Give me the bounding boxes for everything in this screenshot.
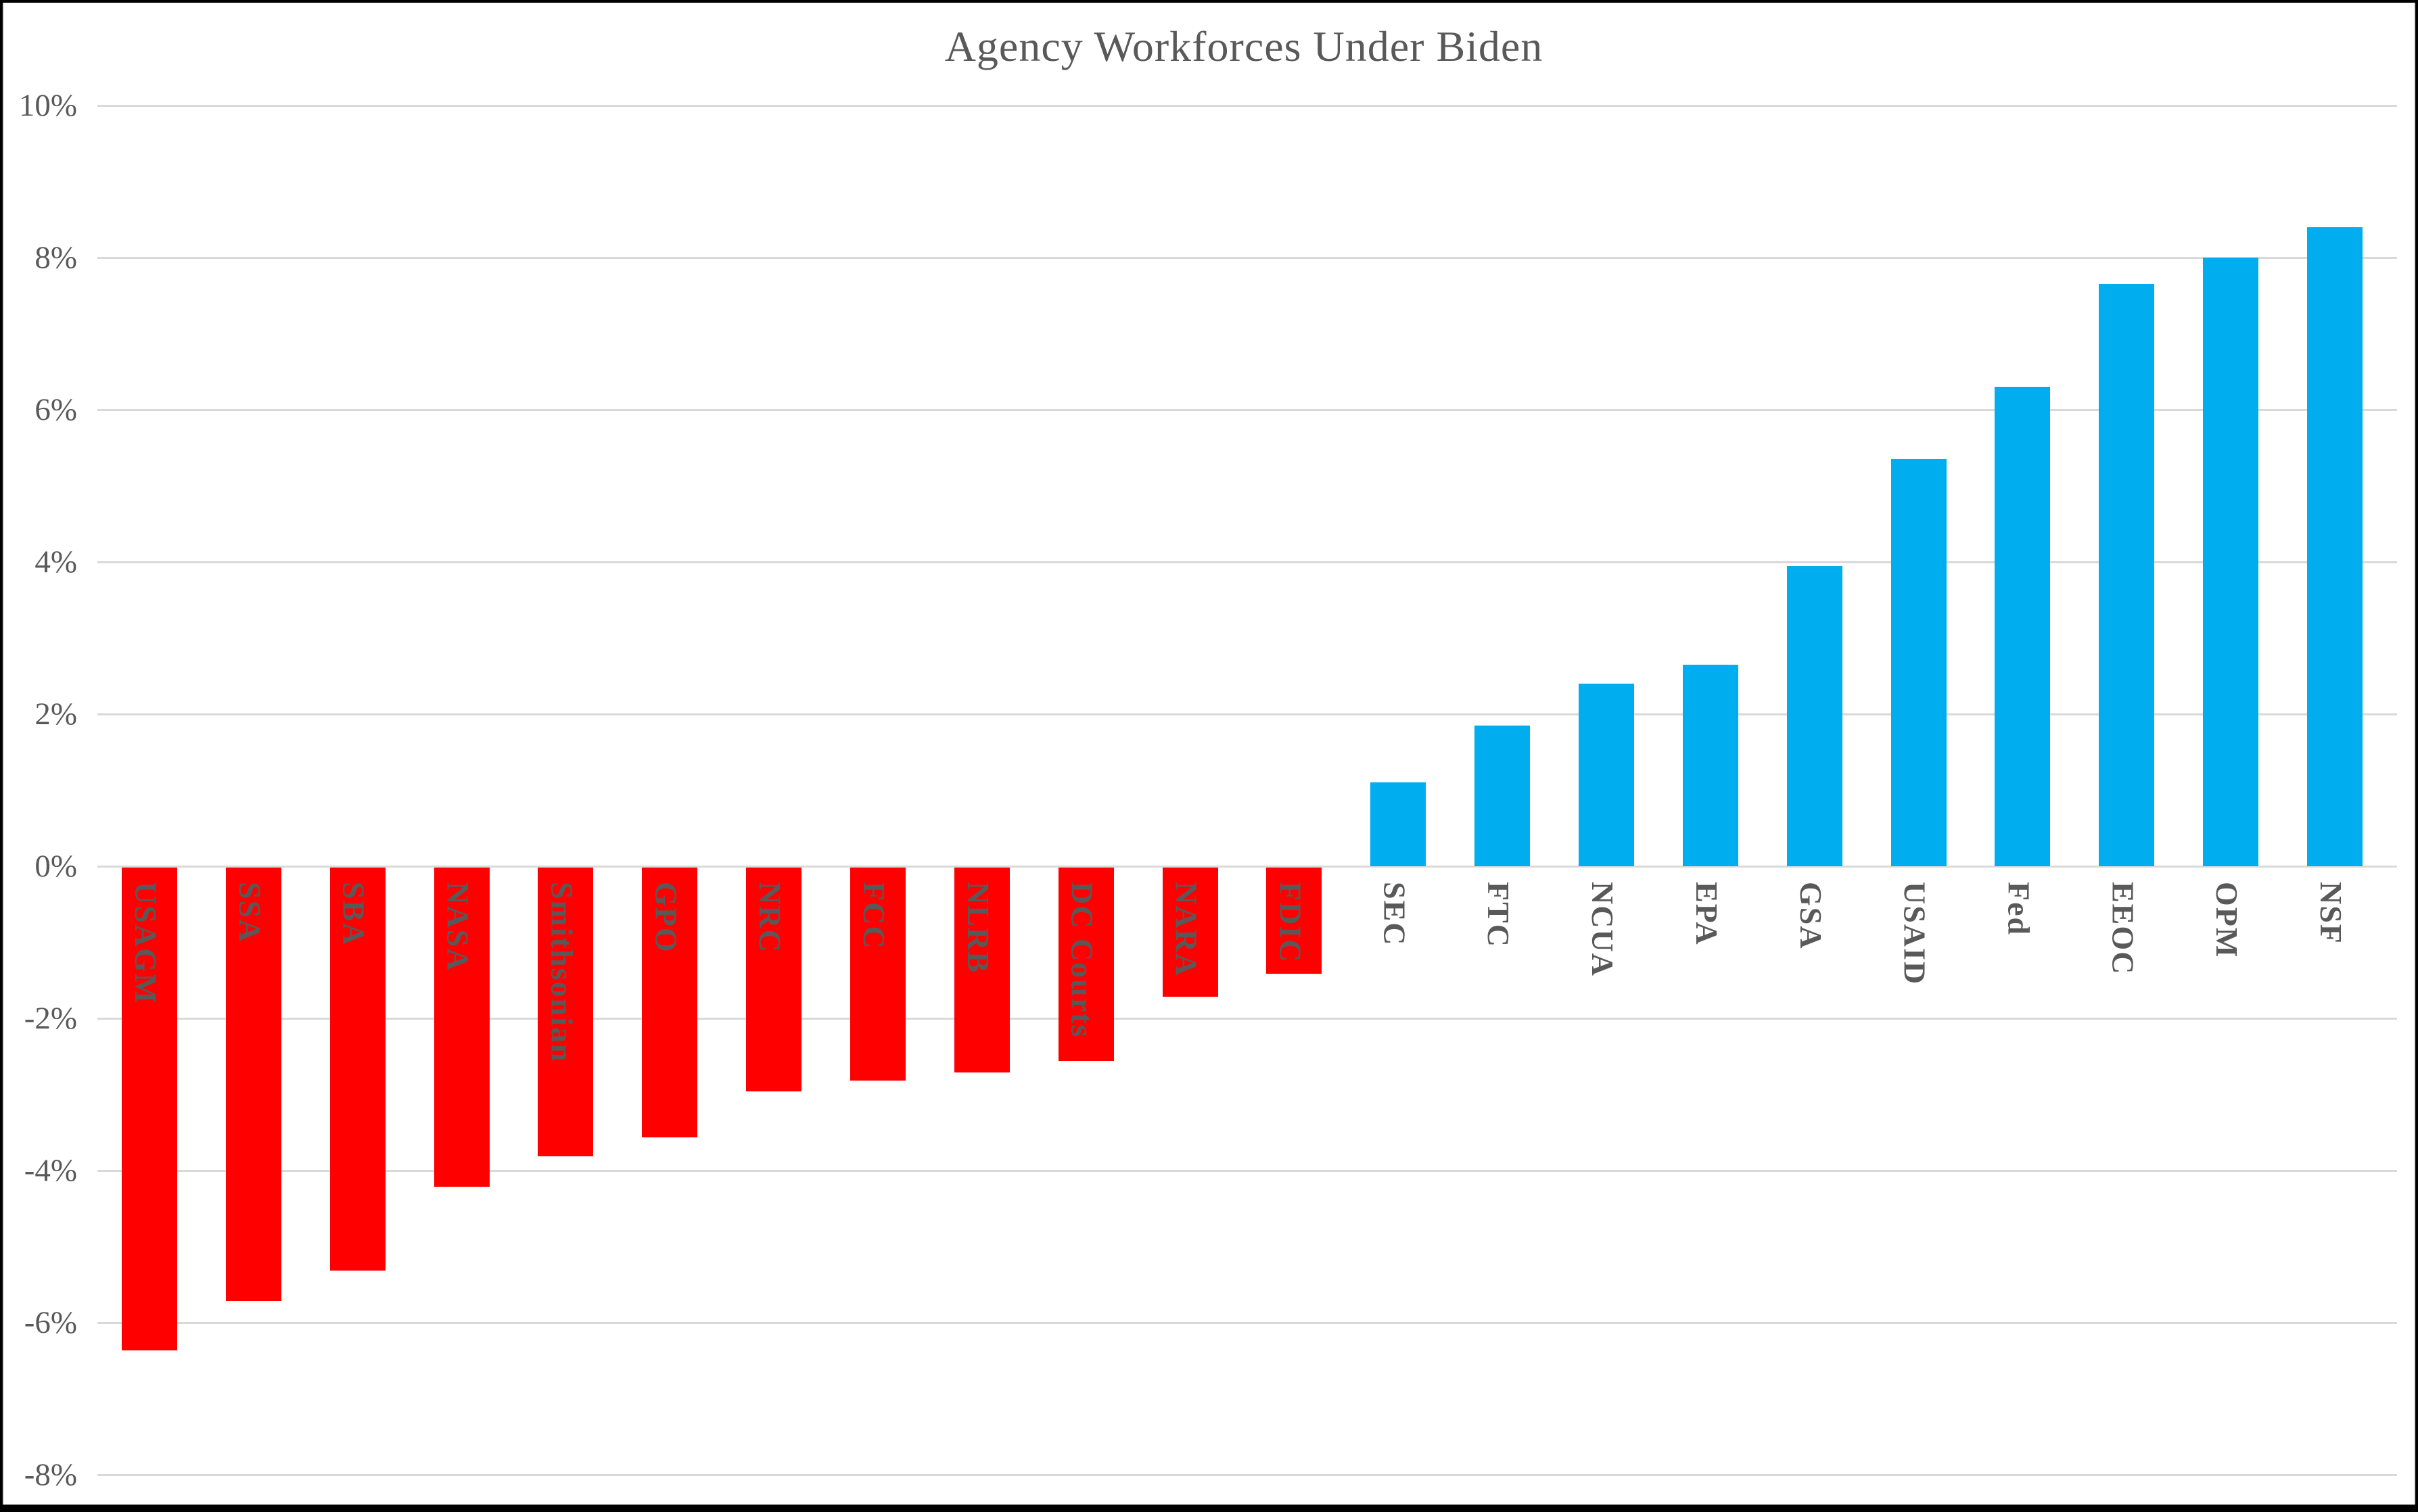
chart-area-border <box>3 3 2415 1505</box>
bar-label-NCUA: NCUA <box>1585 882 1621 977</box>
bar-label-DC Courts: DC Courts <box>1065 882 1100 1039</box>
y-tick-label--4%: -4% <box>24 1153 77 1188</box>
bar-label-FDIC: FDIC <box>1273 882 1308 964</box>
bar-NSF <box>2307 227 2363 866</box>
bar-FCC <box>850 867 906 1081</box>
bar-label-FCC: FCC <box>856 882 891 950</box>
bar-NARA <box>1162 867 1218 997</box>
y-tick-label-6%: 6% <box>34 392 77 427</box>
y-tick-label--6%: -6% <box>24 1305 77 1340</box>
gridline--8% <box>97 1473 2397 1476</box>
bar-EEOC <box>2099 284 2155 866</box>
bar-Fed <box>1995 387 2051 866</box>
bar-label-SSA: SSA <box>232 882 267 943</box>
bar-label-NARA: NARA <box>1169 882 1204 977</box>
bar-GSA <box>1786 565 1842 866</box>
bar-FTC <box>1474 725 1531 866</box>
bar-label-NLRB: NLRB <box>960 882 996 974</box>
bar-label-GSA: GSA <box>1793 882 1828 950</box>
bar-label-NRC: NRC <box>753 882 788 953</box>
bar-DC Courts <box>1058 867 1114 1062</box>
bar-GPO <box>642 867 698 1137</box>
bar-label-FTC: FTC <box>1481 882 1516 948</box>
bar-SSA <box>225 867 281 1301</box>
bar-SEC <box>1370 782 1426 866</box>
bar-label-NASA: NASA <box>440 882 475 972</box>
gridline--4% <box>97 1169 2397 1172</box>
bar-label-NSF: NSF <box>2314 882 2349 945</box>
gridline-4% <box>97 561 2397 563</box>
y-tick-label-10%: 10% <box>18 88 77 123</box>
bar-OPM <box>2203 258 2259 866</box>
bar-USAGM <box>121 867 177 1350</box>
bar-label-USAGM: USAGM <box>128 882 163 1005</box>
y-tick-label-0%: 0% <box>34 849 77 884</box>
gridline-10% <box>97 104 2397 107</box>
bar-label-SEC: SEC <box>1377 882 1412 947</box>
bar-label-SBA: SBA <box>336 882 371 947</box>
bar-NASA <box>434 867 490 1187</box>
bar-label-OPM: OPM <box>2210 882 2245 959</box>
chart-title: Agency Workforces Under Biden <box>944 22 1543 70</box>
bar-label-GPO: GPO <box>649 882 684 953</box>
bar-USAID <box>1890 459 1947 866</box>
y-tick-label-8%: 8% <box>34 240 77 275</box>
y-tick-label-4%: 4% <box>34 544 77 580</box>
bar-FDIC <box>1266 867 1322 974</box>
bar-Smithsonian <box>538 867 594 1156</box>
y-tick-label--2%: -2% <box>24 1001 77 1036</box>
gridline-8% <box>97 256 2397 259</box>
bar-label-USAID: USAID <box>1897 882 1932 986</box>
y-tick-label-2%: 2% <box>34 696 77 732</box>
bar-NRC <box>746 867 802 1092</box>
gridline--2% <box>97 1017 2397 1020</box>
bar-label-Fed: Fed <box>2001 882 2037 937</box>
bar-label-EEOC: EEOC <box>2106 882 2141 976</box>
gridline-6% <box>97 408 2397 411</box>
bar-SBA <box>329 867 386 1271</box>
gridline-0% <box>97 865 2397 868</box>
y-tick-label--8%: -8% <box>24 1457 77 1492</box>
gridline--6% <box>97 1321 2397 1324</box>
bar-NLRB <box>954 867 1010 1073</box>
gridline-2% <box>97 713 2397 715</box>
bar-NCUA <box>1579 684 1635 866</box>
bar-EPA <box>1682 664 1738 866</box>
bar-label-EPA: EPA <box>1689 882 1724 946</box>
bar-label-Smithsonian: Smithsonian <box>544 882 580 1063</box>
